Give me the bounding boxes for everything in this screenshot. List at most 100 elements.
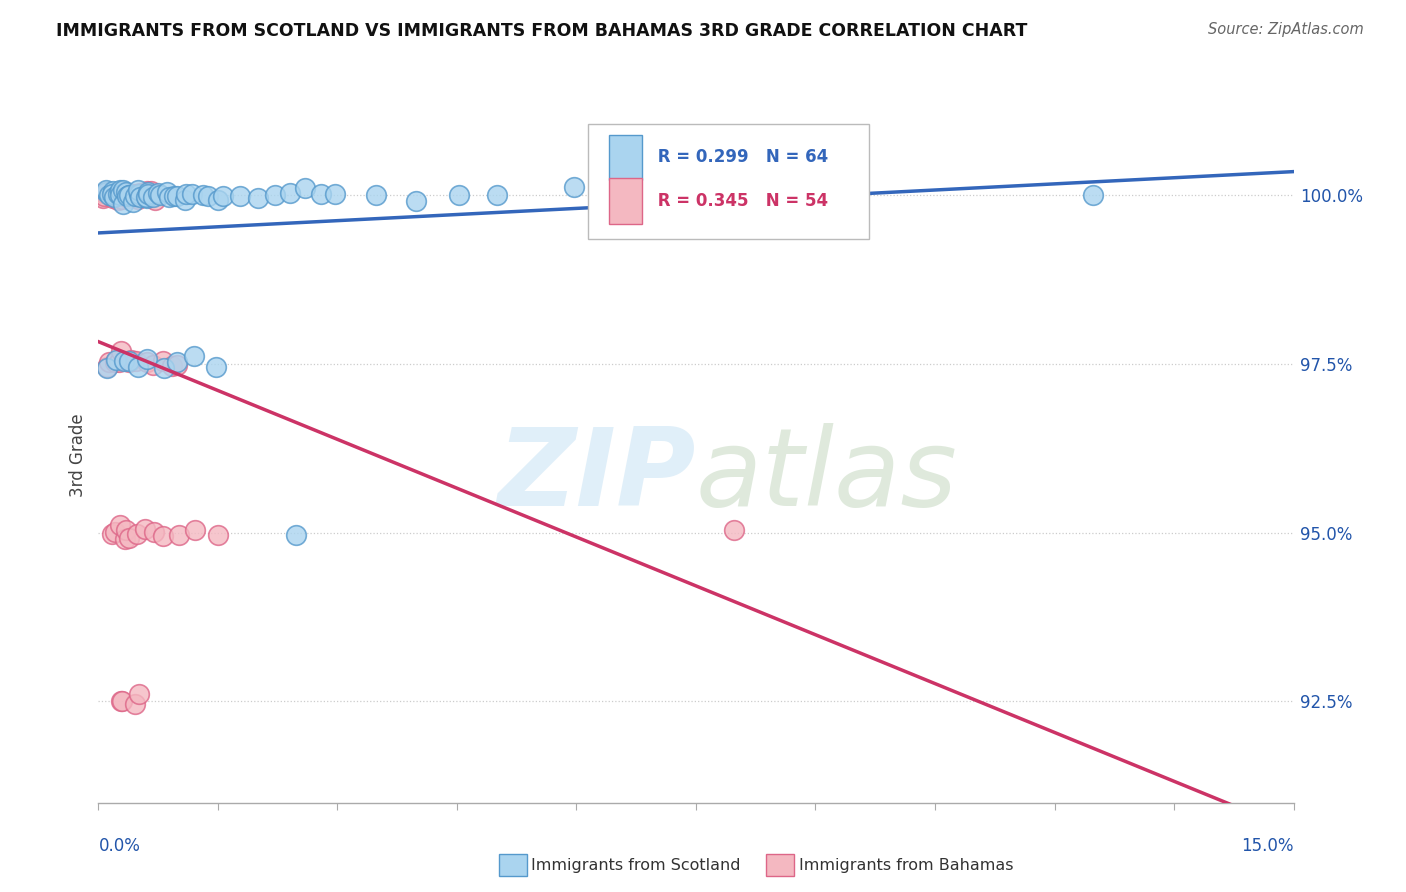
- Point: [127, 183, 149, 197]
- Point: [114, 185, 136, 199]
- Point: [103, 190, 125, 204]
- Point: [174, 186, 197, 201]
- Point: [142, 358, 165, 372]
- Point: [118, 354, 141, 368]
- Point: [112, 187, 135, 202]
- Point: [207, 528, 229, 542]
- Point: [118, 187, 141, 202]
- Point: [98, 188, 121, 202]
- Point: [101, 191, 124, 205]
- Point: [309, 187, 332, 202]
- Text: atlas: atlas: [696, 424, 957, 528]
- Point: [294, 181, 316, 195]
- Point: [110, 694, 132, 708]
- Point: [134, 522, 156, 536]
- Text: 0.0%: 0.0%: [98, 837, 141, 855]
- Point: [93, 188, 115, 202]
- Point: [284, 527, 307, 541]
- Point: [105, 189, 128, 203]
- Point: [120, 352, 142, 367]
- Point: [136, 191, 159, 205]
- Point: [96, 183, 118, 197]
- Y-axis label: 3rd Grade: 3rd Grade: [69, 413, 87, 497]
- Point: [197, 188, 219, 202]
- Point: [105, 352, 128, 367]
- Text: IMMIGRANTS FROM SCOTLAND VS IMMIGRANTS FROM BAHAMAS 3RD GRADE CORRELATION CHART: IMMIGRANTS FROM SCOTLAND VS IMMIGRANTS F…: [56, 22, 1028, 40]
- Point: [127, 359, 149, 374]
- Point: [118, 531, 141, 545]
- Point: [207, 193, 229, 207]
- Point: [112, 183, 135, 197]
- Point: [152, 361, 174, 376]
- Point: [94, 185, 117, 199]
- Point: [127, 192, 149, 206]
- Point: [101, 527, 124, 541]
- Point: [114, 532, 136, 546]
- Point: [174, 193, 197, 207]
- Point: [125, 527, 148, 541]
- Point: [152, 354, 174, 368]
- Point: [247, 190, 270, 204]
- Point: [1083, 188, 1105, 202]
- Point: [121, 187, 143, 202]
- Point: [193, 187, 215, 202]
- Point: [122, 194, 145, 209]
- Point: [120, 186, 142, 201]
- Point: [107, 355, 129, 369]
- Point: [112, 196, 135, 211]
- Point: [129, 189, 152, 203]
- Point: [128, 186, 150, 201]
- Point: [447, 188, 470, 202]
- Point: [183, 349, 205, 363]
- Point: [135, 351, 157, 366]
- Point: [724, 186, 747, 201]
- FancyBboxPatch shape: [609, 135, 643, 180]
- Point: [111, 192, 134, 206]
- Text: R = 0.345   N = 54: R = 0.345 N = 54: [652, 192, 828, 210]
- Point: [135, 189, 157, 203]
- Point: [111, 694, 134, 708]
- Point: [160, 359, 183, 374]
- Point: [323, 186, 346, 201]
- Point: [110, 185, 132, 199]
- Point: [118, 355, 141, 369]
- Point: [136, 354, 159, 368]
- Text: Immigrants from Bahamas: Immigrants from Bahamas: [799, 858, 1014, 872]
- Point: [97, 186, 120, 200]
- Point: [562, 179, 585, 194]
- Point: [124, 188, 146, 202]
- Point: [107, 193, 129, 207]
- Point: [148, 186, 170, 201]
- Point: [117, 191, 139, 205]
- Point: [211, 189, 233, 203]
- Point: [129, 186, 152, 200]
- Point: [124, 697, 146, 711]
- Point: [167, 528, 190, 542]
- Point: [139, 184, 162, 198]
- Point: [166, 189, 188, 203]
- Point: [486, 187, 509, 202]
- Point: [125, 353, 148, 368]
- Point: [166, 358, 188, 372]
- Point: [96, 359, 118, 374]
- Point: [98, 355, 121, 369]
- Point: [366, 188, 388, 202]
- Point: [104, 525, 127, 540]
- Point: [181, 186, 204, 201]
- Text: Source: ZipAtlas.com: Source: ZipAtlas.com: [1208, 22, 1364, 37]
- Point: [110, 343, 132, 358]
- Point: [101, 185, 124, 199]
- Point: [156, 185, 179, 199]
- Point: [228, 189, 250, 203]
- Point: [103, 188, 125, 202]
- Point: [149, 187, 172, 202]
- Point: [157, 190, 180, 204]
- Point: [112, 354, 135, 368]
- Point: [405, 194, 427, 209]
- Point: [278, 186, 301, 201]
- FancyBboxPatch shape: [588, 124, 869, 239]
- Point: [143, 193, 166, 207]
- Point: [184, 524, 207, 538]
- Point: [128, 687, 150, 701]
- Point: [166, 355, 188, 369]
